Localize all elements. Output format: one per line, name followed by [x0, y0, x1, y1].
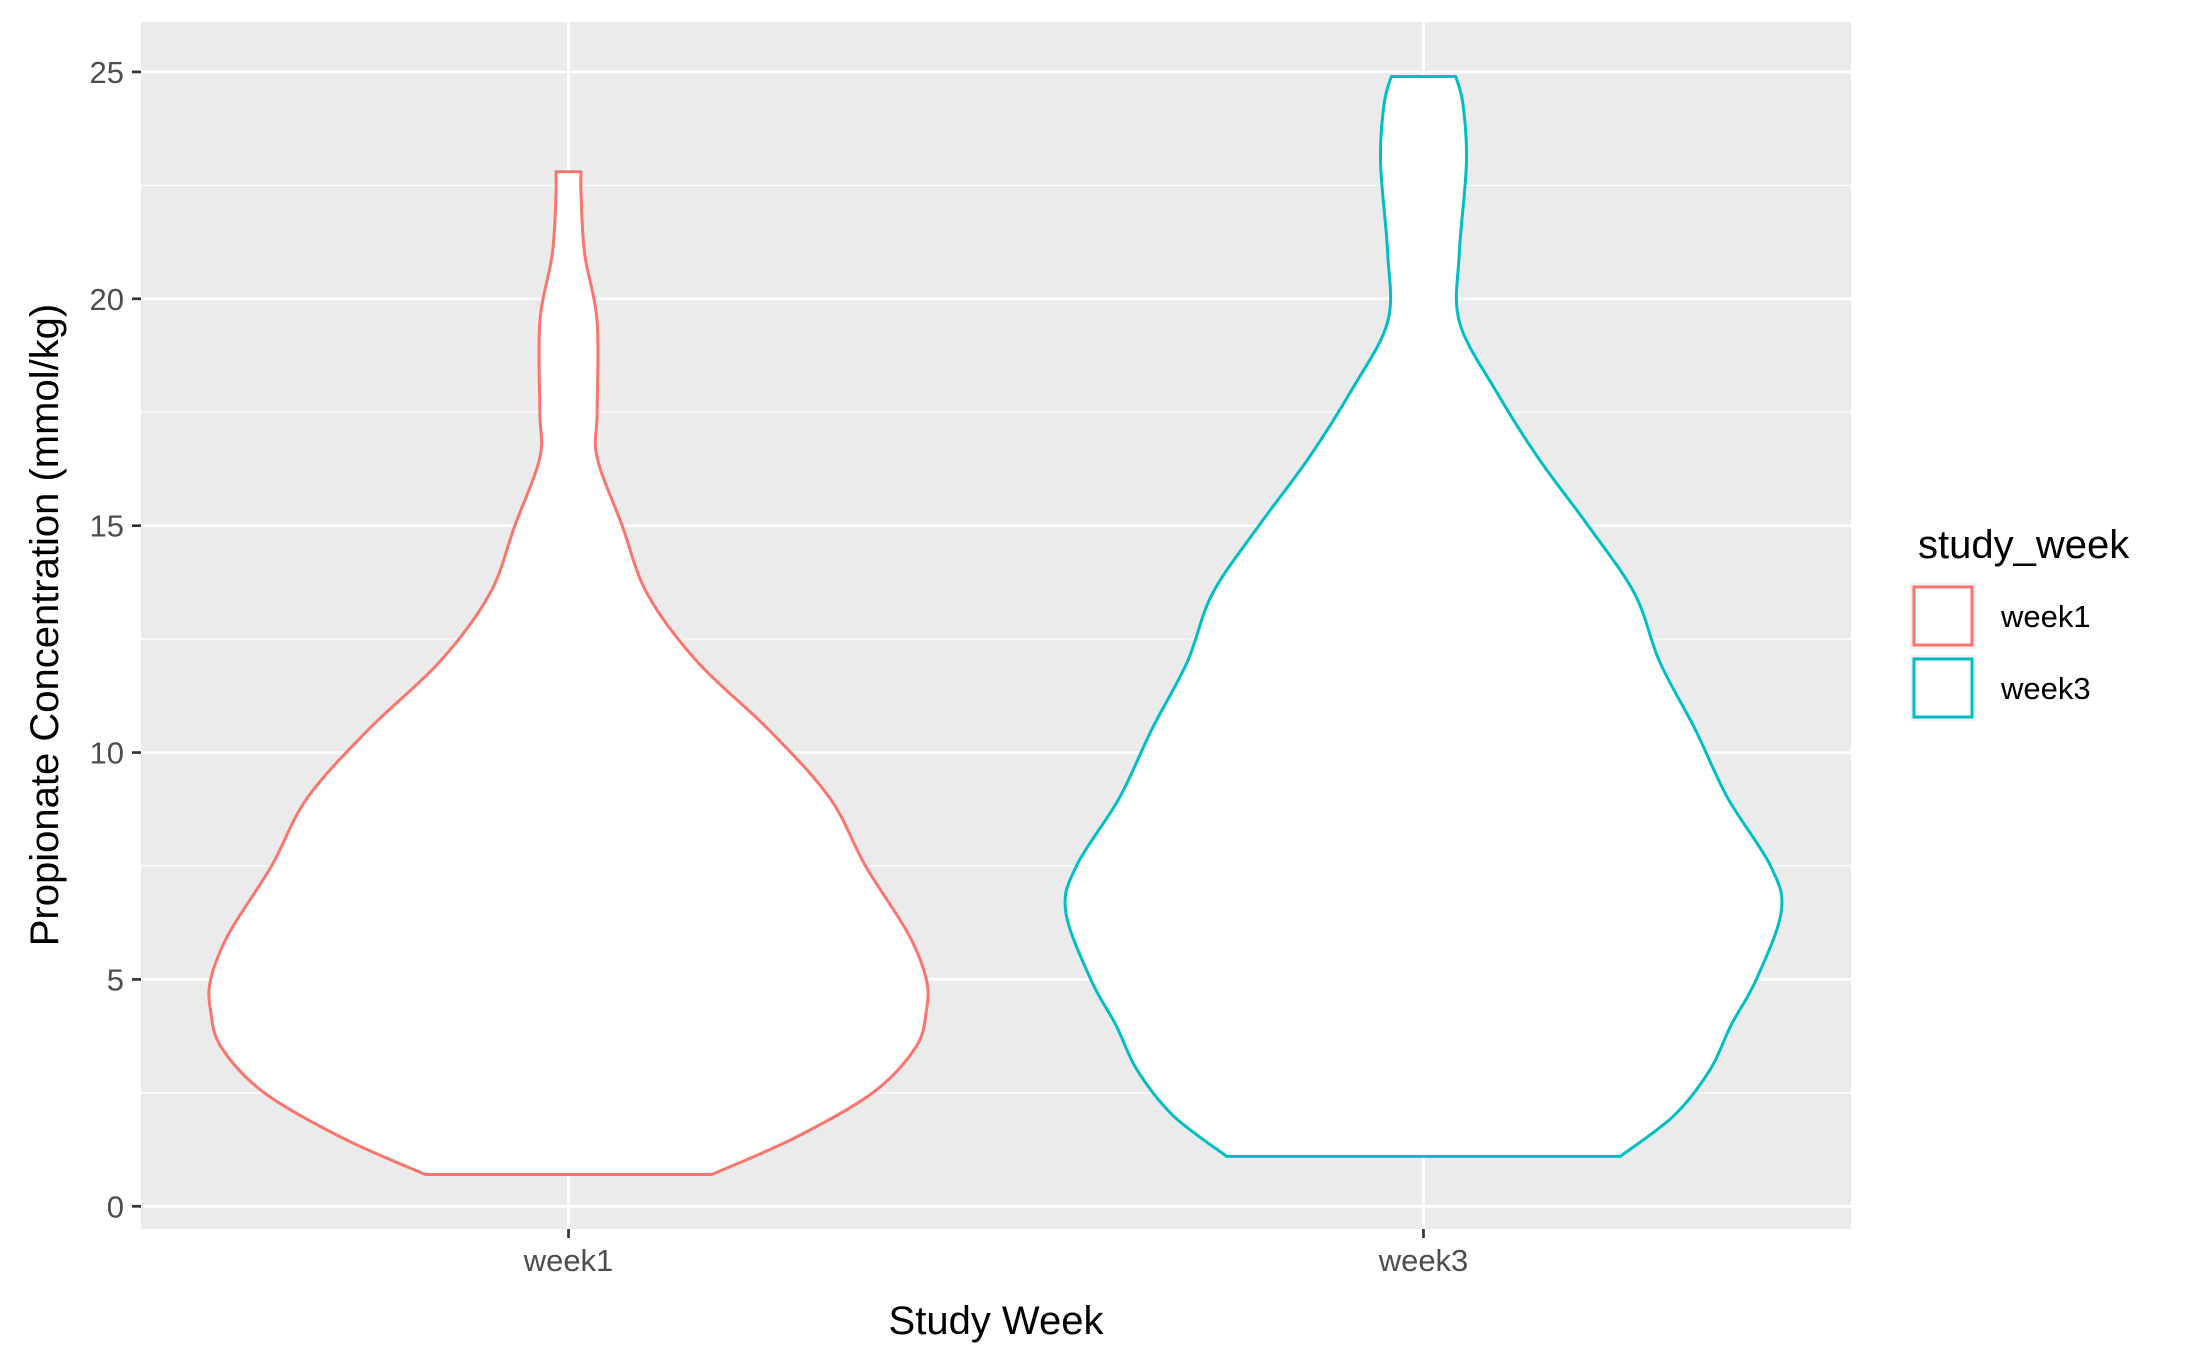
- x-tick-label: week1: [523, 1243, 614, 1278]
- x-tick-label: week3: [1378, 1243, 1469, 1278]
- legend-label: week1: [2000, 599, 2091, 634]
- x-axis-title: Study Week: [889, 1299, 1105, 1343]
- y-tick-label: 20: [90, 282, 124, 317]
- y-tick-label: 10: [90, 736, 124, 771]
- y-axis-title: Propionate Concentration (mmol/kg): [23, 304, 67, 947]
- legend: study_week week1 week3: [1910, 523, 2130, 721]
- legend-key-week3: [1912, 657, 1974, 719]
- y-tick-label: 5: [107, 962, 124, 997]
- violin-week3: [1063, 74, 1784, 1158]
- violin-week1: [207, 170, 930, 1177]
- y-tick-label: 25: [90, 55, 124, 90]
- y-tick-label: 0: [107, 1189, 124, 1224]
- axes: 0 5 10 15 20 25 week1 week3: [90, 55, 1469, 1278]
- violins: [207, 74, 1784, 1177]
- legend-label: week3: [2000, 671, 2091, 706]
- legend-items: week1 week3: [1910, 583, 2091, 721]
- y-tick-label: 15: [90, 509, 124, 544]
- legend-key-week1: [1912, 585, 1974, 647]
- legend-title: study_week: [1918, 523, 2130, 567]
